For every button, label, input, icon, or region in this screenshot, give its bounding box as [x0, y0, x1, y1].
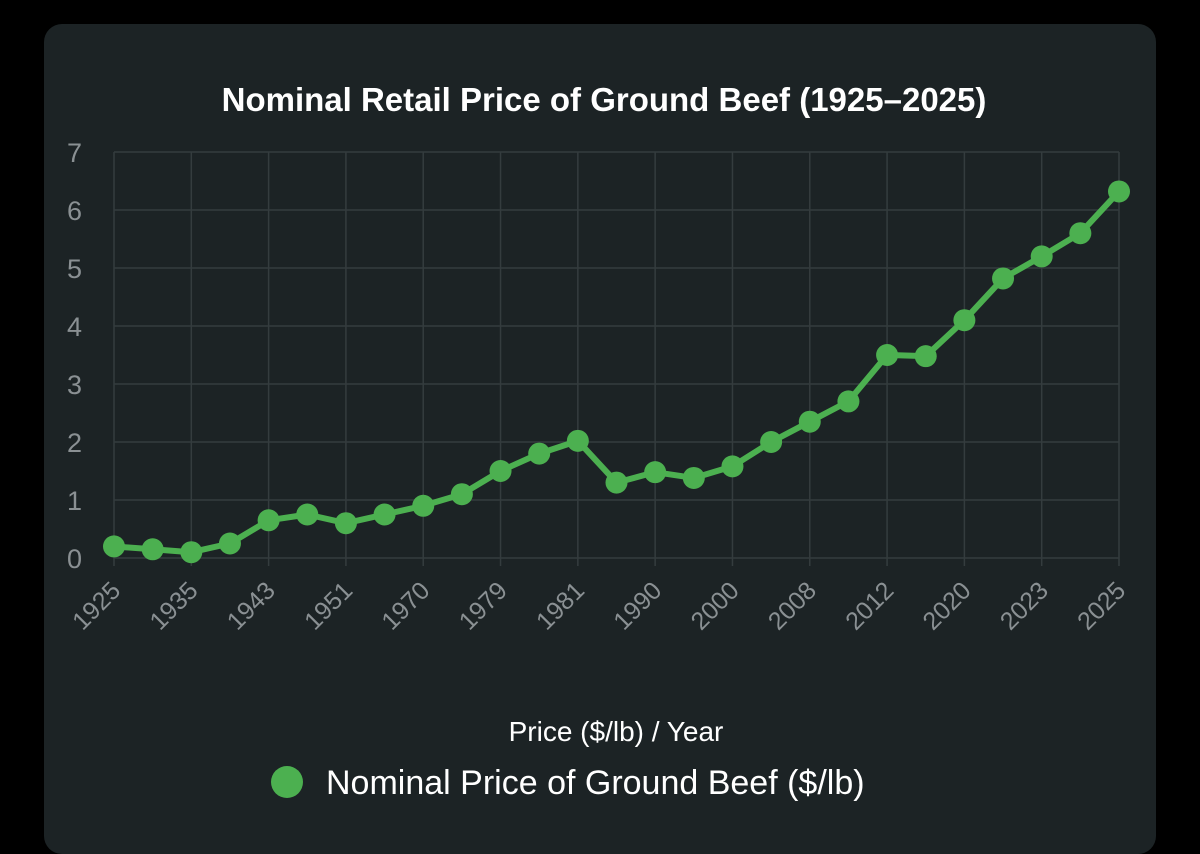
- y-tick-label: 6: [67, 196, 82, 226]
- data-point[interactable]: [876, 344, 899, 366]
- data-point[interactable]: [1069, 222, 1092, 245]
- x-tick-label: 1979: [454, 576, 513, 635]
- y-tick-label: 0: [67, 544, 82, 574]
- y-axis-ticks: 0 1 2 3 4 5 6 7: [67, 138, 82, 574]
- data-point[interactable]: [141, 538, 164, 561]
- y-tick-label: 1: [67, 486, 82, 516]
- data-point[interactable]: [837, 390, 860, 413]
- x-tick-label: 2023: [995, 576, 1054, 635]
- x-tick-label: 1981: [531, 576, 590, 635]
- x-tick-label: 2000: [686, 576, 745, 635]
- series-layer: [103, 180, 1130, 564]
- data-point[interactable]: [257, 509, 280, 532]
- x-tick-label: 2020: [917, 576, 976, 635]
- x-tick-label: 1990: [608, 576, 667, 635]
- data-point[interactable]: [798, 410, 821, 433]
- x-tick-label: 1951: [299, 576, 358, 635]
- data-point[interactable]: [953, 309, 976, 332]
- x-tick-label: 2025: [1072, 576, 1131, 635]
- data-point[interactable]: [1030, 245, 1053, 268]
- y-tick-label: 7: [67, 138, 82, 168]
- data-point[interactable]: [566, 429, 589, 452]
- legend-label: Nominal Price of Ground Beef ($/lb): [326, 764, 865, 802]
- grid: [113, 151, 1120, 566]
- x-axis-ticks: 1925 1935 1943 1951 1970 1979 1981 1990 2000 2008…: [67, 576, 1131, 635]
- legend[interactable]: Nominal Price of Ground Beef ($/lb): [271, 764, 865, 802]
- data-point[interactable]: [914, 345, 937, 368]
- x-tick-label: 1970: [376, 576, 435, 635]
- data-point[interactable]: [528, 442, 551, 465]
- data-point[interactable]: [489, 460, 512, 482]
- x-tick-label: 2008: [763, 576, 822, 635]
- x-axis-label: Price ($/lb) / Year: [509, 716, 724, 747]
- y-tick-label: 3: [67, 370, 82, 400]
- data-point[interactable]: [682, 466, 705, 489]
- data-point[interactable]: [296, 503, 319, 526]
- chart-card: Nominal Retail Price of Ground Beef (192…: [44, 24, 1156, 854]
- y-tick-label: 2: [67, 428, 82, 458]
- series-line: [111, 188, 1122, 556]
- data-point[interactable]: [760, 431, 783, 453]
- data-point[interactable]: [644, 461, 667, 484]
- data-point[interactable]: [218, 532, 241, 555]
- data-point[interactable]: [103, 535, 125, 558]
- x-tick-label: 2012: [840, 576, 899, 635]
- data-point[interactable]: [450, 483, 473, 506]
- data-point[interactable]: [373, 503, 396, 526]
- data-point[interactable]: [605, 471, 628, 494]
- data-point[interactable]: [334, 512, 357, 535]
- data-point[interactable]: [412, 494, 435, 517]
- x-tick-label: 1943: [222, 576, 281, 635]
- chart-title: Nominal Retail Price of Ground Beef (192…: [222, 81, 987, 118]
- y-tick-label: 4: [67, 312, 82, 342]
- x-tick-label: 1935: [144, 576, 203, 635]
- x-tick-label: 1925: [67, 576, 126, 635]
- data-point[interactable]: [721, 455, 744, 478]
- chart: Nominal Retail Price of Ground Beef (192…: [67, 81, 1131, 802]
- data-point[interactable]: [1108, 180, 1130, 203]
- y-tick-label: 5: [67, 254, 82, 284]
- data-point[interactable]: [992, 267, 1015, 290]
- data-point[interactable]: [180, 541, 203, 564]
- legend-marker: [271, 766, 303, 798]
